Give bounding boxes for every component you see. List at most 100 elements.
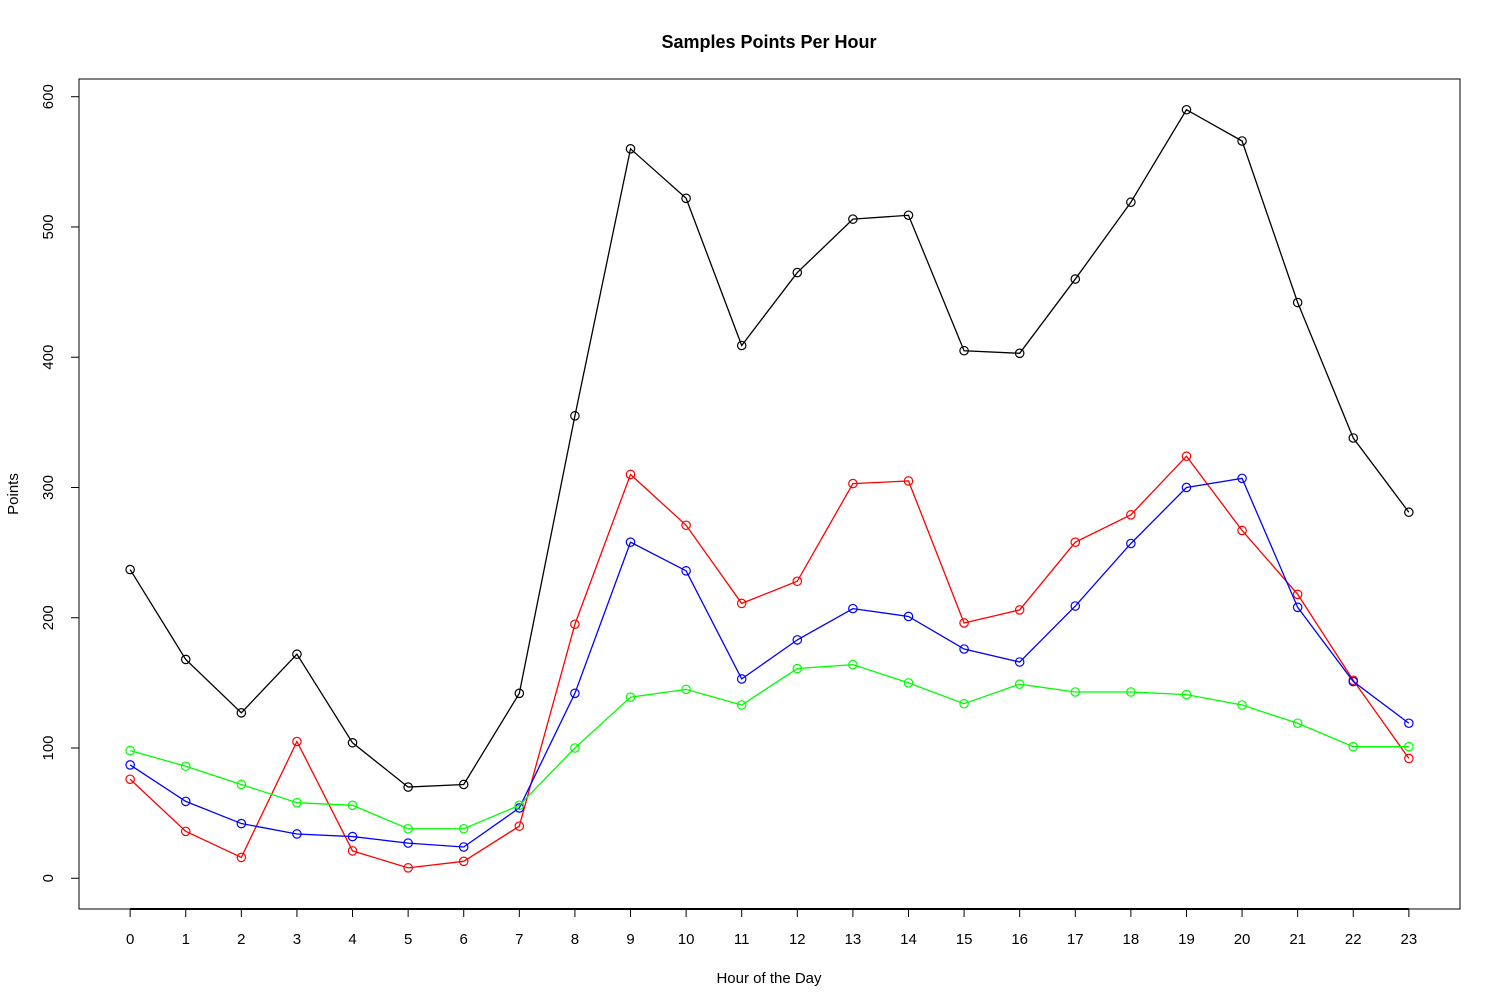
y-axis: 0 100 200 300 400 500 600 bbox=[40, 84, 80, 882]
data-point bbox=[514, 821, 525, 831]
x-tick-label: 7 bbox=[515, 931, 523, 948]
data-point bbox=[959, 345, 969, 356]
data-point bbox=[458, 823, 469, 834]
data-point bbox=[736, 700, 747, 710]
data-point bbox=[625, 537, 636, 547]
data-point bbox=[625, 692, 636, 703]
series-layer bbox=[125, 104, 1414, 873]
data-point bbox=[1348, 741, 1359, 752]
data-point bbox=[959, 644, 969, 654]
data-point bbox=[848, 659, 858, 670]
data-point bbox=[848, 214, 858, 224]
data-point bbox=[236, 779, 247, 790]
data-point bbox=[236, 708, 247, 718]
x-tick-label: 20 bbox=[1234, 931, 1251, 948]
data-point bbox=[1126, 687, 1136, 697]
series-line bbox=[129, 455, 1410, 869]
x-tick-label: 2 bbox=[237, 931, 245, 948]
x-tick-label: 11 bbox=[734, 931, 750, 948]
data-point bbox=[347, 800, 358, 811]
y-tick-label: 0 bbox=[40, 874, 57, 882]
x-axis: 0 1 2 3 4 5 6 7 8 9 10 11 12 13 14 15 16 17 18 19 20 21 22 23 bbox=[126, 908, 1418, 948]
data-point bbox=[681, 520, 691, 531]
data-point bbox=[681, 566, 691, 576]
data-point bbox=[1070, 537, 1081, 547]
data-point bbox=[736, 598, 747, 609]
data-point bbox=[625, 144, 636, 154]
y-tick-label: 100 bbox=[40, 735, 57, 760]
data-point bbox=[903, 611, 914, 622]
data-point bbox=[959, 618, 969, 628]
data-point bbox=[1014, 348, 1025, 359]
data-point bbox=[514, 803, 525, 813]
series-line bbox=[129, 108, 1410, 788]
data-point bbox=[403, 863, 413, 873]
series-3 bbox=[125, 473, 1414, 852]
data-point bbox=[1014, 605, 1025, 615]
plot-frame bbox=[78, 78, 1461, 910]
series-2 bbox=[125, 451, 1414, 873]
data-point bbox=[1292, 602, 1303, 613]
data-point bbox=[1348, 433, 1359, 443]
x-tick-label: 17 bbox=[1067, 931, 1084, 948]
data-point bbox=[236, 852, 247, 863]
data-point bbox=[570, 619, 580, 630]
data-point bbox=[125, 745, 135, 756]
x-tick-label: 19 bbox=[1178, 931, 1195, 948]
data-point bbox=[681, 193, 691, 204]
data-point bbox=[1292, 589, 1303, 600]
data-point bbox=[792, 663, 803, 674]
x-tick-label: 14 bbox=[900, 931, 917, 948]
data-point bbox=[625, 469, 636, 480]
data-point bbox=[1404, 718, 1414, 729]
data-point bbox=[1292, 718, 1303, 729]
x-tick-label: 0 bbox=[126, 931, 134, 948]
data-point bbox=[1070, 274, 1081, 284]
data-point bbox=[292, 649, 302, 660]
data-point bbox=[848, 603, 858, 614]
data-point bbox=[570, 411, 580, 421]
x-tick-label: 15 bbox=[956, 931, 973, 948]
data-point bbox=[736, 340, 747, 351]
data-point bbox=[1126, 538, 1136, 549]
data-point bbox=[1181, 482, 1192, 493]
x-tick-label: 18 bbox=[1123, 931, 1140, 948]
data-point bbox=[1070, 601, 1081, 611]
data-point bbox=[180, 826, 191, 837]
x-tick-label: 4 bbox=[348, 931, 356, 948]
y-tick-label: 600 bbox=[40, 84, 57, 109]
x-tick-label: 6 bbox=[460, 931, 468, 948]
y-tick-label: 400 bbox=[40, 345, 57, 370]
data-point bbox=[570, 688, 580, 699]
data-point bbox=[180, 796, 191, 807]
data-point bbox=[1237, 136, 1247, 146]
data-point bbox=[1237, 700, 1247, 710]
data-point bbox=[1237, 525, 1247, 536]
data-point bbox=[292, 797, 302, 808]
data-point bbox=[570, 743, 580, 753]
x-tick-label: 8 bbox=[571, 931, 579, 948]
data-point bbox=[458, 856, 469, 867]
data-point bbox=[1014, 679, 1025, 689]
series-line bbox=[129, 663, 1409, 830]
data-point bbox=[1070, 687, 1081, 697]
data-point bbox=[125, 564, 135, 575]
x-tick-label: 23 bbox=[1401, 931, 1418, 948]
data-point bbox=[125, 774, 135, 785]
data-point bbox=[1348, 676, 1359, 687]
data-point bbox=[1237, 473, 1247, 484]
x-tick-label: 9 bbox=[626, 931, 634, 948]
x-tick-label: 13 bbox=[845, 931, 862, 948]
x-tick-label: 16 bbox=[1011, 931, 1028, 948]
data-point bbox=[1126, 510, 1136, 520]
data-point bbox=[1181, 451, 1192, 462]
data-point bbox=[736, 674, 747, 684]
data-point bbox=[403, 823, 413, 834]
chart-title: Samples Points Per Hour bbox=[661, 32, 876, 52]
series-4 bbox=[125, 659, 1414, 834]
data-point bbox=[347, 831, 358, 842]
data-point bbox=[125, 760, 135, 770]
x-tick-label: 21 bbox=[1289, 931, 1306, 948]
x-tick-label: 1 bbox=[182, 931, 190, 948]
